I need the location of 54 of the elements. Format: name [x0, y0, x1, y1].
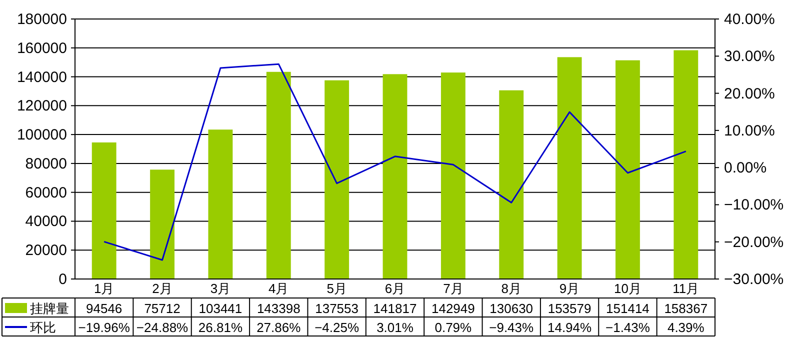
data-label: 0.79% — [434, 320, 472, 335]
data-label: −1.43% — [606, 320, 650, 335]
y-tick-label: 40000 — [25, 213, 67, 230]
y-tick-label: 180000 — [16, 11, 67, 28]
x-tick-label: 8月 — [501, 281, 522, 296]
data-label: 94546 — [86, 301, 122, 316]
y2-tick-label: 30.00% — [724, 48, 775, 66]
x-tick-label: 11月 — [672, 281, 700, 296]
data-label: 153579 — [548, 301, 592, 316]
x-tick-label: 5月 — [326, 281, 347, 296]
line-series — [103, 63, 687, 261]
data-label: 158367 — [664, 301, 708, 316]
y2-tick-label: −30.00% — [724, 271, 784, 288]
x-tick-label: 6月 — [384, 281, 406, 296]
data-label: 3.01% — [376, 320, 414, 335]
data-label: −4.25% — [314, 320, 360, 335]
data-label: −9.43% — [489, 320, 534, 335]
y-tick-label: 160000 — [16, 40, 67, 57]
y-tick-label: 20000 — [25, 242, 67, 260]
y2-tick-label: −20.00% — [724, 234, 784, 251]
y2-tick-label: 0.00% — [724, 160, 767, 177]
data-label: 14.94% — [548, 320, 592, 335]
legend-label: 环比 — [30, 320, 56, 335]
x-tick-label: 7月 — [443, 281, 464, 296]
x-tick-label: 4月 — [268, 281, 289, 296]
data-label: 103441 — [198, 301, 242, 316]
y2-tick-label: 20.00% — [724, 85, 775, 102]
data-label: 143398 — [256, 301, 300, 316]
x-tick-label: 9月 — [559, 281, 580, 296]
data-label: 4.39% — [667, 320, 705, 335]
data-label: 151414 — [606, 301, 650, 316]
data-label: 26.81% — [198, 320, 243, 335]
x-tick-label: 3月 — [210, 281, 231, 296]
y-tick-label: 120000 — [16, 98, 67, 115]
data-label: 137553 — [315, 301, 359, 316]
y-tick-label: 80000 — [25, 155, 67, 172]
data-label: 141817 — [373, 301, 417, 316]
y2-tick-label: 10.00% — [724, 122, 775, 140]
data-label: 130630 — [490, 301, 534, 316]
y2-tick-label: 40.00% — [724, 11, 775, 28]
data-label: −19.96% — [78, 320, 130, 335]
data-label: 142949 — [431, 301, 475, 316]
x-tick-label: 10月 — [614, 281, 642, 296]
y-tick-label: 60000 — [25, 184, 67, 202]
y-tick-label: 100000 — [16, 126, 67, 144]
legend-label: 挂牌量 — [30, 301, 69, 316]
x-tick-label: 2月 — [152, 281, 172, 296]
y-tick-label: 140000 — [16, 68, 67, 86]
data-label: −24.88% — [136, 320, 189, 335]
data-label: 75712 — [144, 301, 180, 316]
y2-tick-label: −10.00% — [724, 196, 784, 214]
data-label: 27.86% — [256, 320, 302, 335]
y-tick-label: 0 — [58, 271, 67, 288]
x-tick-label: 1月 — [94, 281, 114, 296]
